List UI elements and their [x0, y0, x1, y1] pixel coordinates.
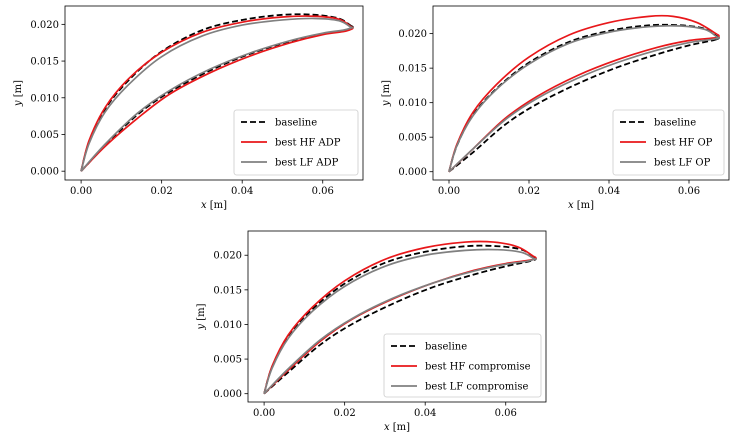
axes-frame — [64, 5, 364, 181]
legend-label: baseline — [654, 118, 696, 129]
y-tick-label: 0.015 — [213, 285, 242, 296]
y-tick-label: 0.020 — [30, 20, 59, 31]
y-tick-label: 0.015 — [398, 64, 427, 75]
x-axis-label: x [m] — [384, 422, 410, 433]
series-3-pressure-side — [263, 258, 535, 395]
x-tick-label: 0.02 — [151, 186, 173, 197]
series-3-suction-side — [263, 248, 535, 394]
x-tick-label: 0.04 — [414, 408, 436, 419]
x-tick-label: 0.06 — [678, 186, 700, 197]
series-3-trailing-edge — [716, 36, 720, 40]
legend-label: baseline — [425, 342, 467, 353]
x-tick-label: 0.06 — [495, 408, 517, 419]
legend-label: baseline — [275, 118, 317, 129]
series-2-suction-side — [263, 240, 535, 394]
series-2-suction-side — [448, 14, 718, 172]
axes-frame — [247, 230, 547, 403]
y-tick-label: 0.020 — [398, 29, 427, 40]
y-axis-label: y [m] — [196, 303, 207, 330]
series-3-trailing-edge — [533, 257, 537, 261]
series-2-suction-side — [80, 15, 352, 172]
y-tick-label: 0.010 — [213, 320, 242, 331]
legend: baseline best HF OP best LF OP — [612, 109, 725, 176]
legend-label: best LF compromise — [425, 382, 529, 393]
x-tick-label: 0.02 — [334, 408, 356, 419]
series-3-suction-side — [448, 24, 718, 172]
y-axis-label: y [m] — [381, 80, 392, 107]
x-tick-label: 0.04 — [598, 186, 620, 197]
series-3-pressure-side — [448, 37, 718, 173]
x-tick-label: 0.04 — [231, 186, 253, 197]
series-1-suction-side — [448, 23, 718, 172]
legend-box — [233, 109, 359, 176]
series-3-suction-side — [80, 17, 352, 172]
y-tick-label: 0.015 — [30, 57, 59, 68]
y-axis-label: y [m] — [13, 80, 24, 107]
x-axis-label: x [m] — [201, 200, 227, 211]
legend-label: best HF ADP — [275, 138, 341, 149]
series-1-pressure-side — [80, 27, 352, 172]
y-tick-label: 0.005 — [213, 355, 242, 366]
series-2-pressure-side — [80, 28, 352, 172]
legend: baseline best HF ADP best LF ADP — [233, 109, 359, 176]
series-3-trailing-edge — [350, 26, 354, 29]
series-1-suction-side — [263, 244, 535, 394]
series-3-pressure-side — [80, 27, 352, 172]
y-tick-label: 0.005 — [398, 133, 427, 144]
legend-label: best HF OP — [654, 138, 713, 149]
x-axis-label: x [m] — [568, 200, 594, 211]
y-tick-label: 0.020 — [213, 251, 242, 262]
legend-box — [383, 333, 542, 398]
panel-2: 0.00 0.02 0.04 0.06 0.000 0.005 0.010 0.015 0.02… — [381, 5, 730, 211]
legend-box — [612, 109, 725, 176]
legend-label: best HF compromise — [425, 362, 531, 373]
y-tick-label: 0.010 — [398, 98, 427, 109]
x-tick-label: 0.02 — [518, 186, 540, 197]
x-tick-label: 0.06 — [312, 186, 334, 197]
y-tick-label: 0.010 — [30, 93, 59, 104]
y-tick-label: 0.005 — [30, 130, 59, 141]
y-tick-label: 0.000 — [213, 389, 242, 400]
y-tick-label: 0.000 — [398, 167, 427, 178]
y-tick-label: 0.000 — [30, 167, 59, 178]
x-tick-label: 0.00 — [253, 408, 275, 419]
legend-label: best LF ADP — [275, 158, 339, 169]
panel-1: 0.00 0.02 0.04 0.06 0.000 0.005 0.010 0.015 0.02… — [13, 5, 364, 211]
x-tick-label: 0.00 — [438, 186, 460, 197]
panel-3: 0.00 0.02 0.04 0.06 0.000 0.005 0.010 0.015 0.02… — [196, 230, 547, 433]
axes-frame — [432, 5, 730, 181]
legend-label: best LF OP — [654, 158, 711, 169]
legend: baseline best HF compromise best LF compro… — [383, 333, 542, 398]
series-1-pressure-side — [263, 259, 535, 395]
x-tick-label: 0.00 — [70, 186, 92, 197]
